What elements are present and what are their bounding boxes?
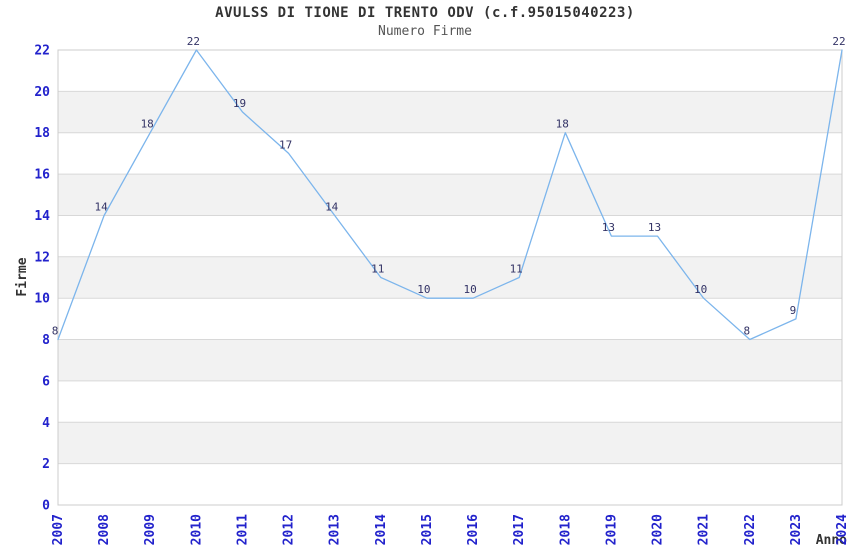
- data-label: 14: [325, 201, 339, 214]
- plot-band: [58, 339, 842, 381]
- plot-band: [58, 256, 842, 299]
- data-label: 18: [141, 118, 154, 131]
- y-tick-label: 18: [34, 126, 50, 141]
- x-tick-label: 2017: [512, 514, 527, 545]
- y-tick-label: 14: [34, 209, 50, 224]
- x-tick-label: 2016: [466, 514, 481, 545]
- x-tick-label: 2015: [420, 514, 435, 545]
- data-label: 8: [743, 325, 750, 338]
- data-label: 8: [52, 325, 59, 338]
- x-tick-label: 2021: [697, 514, 712, 545]
- x-tick-label: 2024: [835, 514, 850, 545]
- plot-band: [58, 174, 842, 216]
- x-tick-label: 2007: [51, 514, 66, 545]
- plot-bands: [58, 91, 842, 464]
- x-tick-label: 2014: [374, 514, 389, 545]
- x-tick-label: 2018: [558, 514, 573, 545]
- series-line: [57, 49, 843, 341]
- data-label: 14: [94, 201, 108, 214]
- data-label: 22: [832, 35, 845, 48]
- y-tick-label: 16: [34, 168, 50, 183]
- y-tick-label: 12: [34, 250, 50, 265]
- x-tick-label: 2023: [789, 514, 804, 545]
- grid-lines: [58, 49, 842, 506]
- plot-border: [57, 49, 843, 506]
- x-tick-label: 2008: [97, 514, 112, 545]
- data-label: 10: [417, 283, 430, 296]
- y-tick-label: 10: [34, 292, 50, 307]
- data-labels: 8 14 18 22 19 17 14 11 10 10 11 18 13 13 10 8 9 22: [52, 35, 846, 338]
- plot-band: [58, 91, 842, 133]
- x-tick-label: 2020: [651, 514, 666, 545]
- x-axis-title: Anno: [816, 533, 847, 548]
- data-label: 18: [556, 118, 569, 131]
- y-tick-label: 4: [42, 416, 50, 431]
- x-tick-label: 2022: [743, 514, 758, 545]
- data-label: 10: [694, 283, 707, 296]
- x-tick-label: 2010: [189, 514, 204, 545]
- y-tick-labels: 0 2 4 6 8 10 12 14 16 18 20 22: [34, 44, 50, 514]
- plot-band: [58, 422, 842, 464]
- y-tick-label: 8: [42, 333, 50, 348]
- data-label: 13: [602, 221, 615, 234]
- chart-title: AVULSS DI TIONE DI TRENTO ODV (c.f.95015…: [215, 5, 635, 21]
- x-tick-label: 2011: [236, 514, 251, 545]
- y-axis-title: Firme: [15, 257, 30, 296]
- data-label: 10: [463, 283, 476, 296]
- y-tick-label: 22: [34, 44, 50, 59]
- data-label: 19: [233, 97, 246, 110]
- data-label: 22: [187, 35, 200, 48]
- data-label: 9: [790, 304, 797, 317]
- data-label: 11: [371, 263, 384, 276]
- x-tick-label: 2012: [282, 514, 297, 545]
- data-label: 13: [648, 221, 661, 234]
- y-tick-label: 6: [42, 374, 50, 389]
- x-tick-label: 2009: [143, 514, 158, 545]
- y-tick-label: 2: [42, 457, 50, 472]
- y-tick-label: 20: [34, 85, 50, 100]
- x-tick-label: 2013: [328, 514, 343, 545]
- data-label: 17: [279, 138, 292, 151]
- x-tick-labels: 2007 2008 2009 2010 2011 2012 2013 2014 2015 2016…: [51, 514, 850, 545]
- chart-subtitle: Numero Firme: [378, 24, 472, 39]
- data-label: 11: [510, 263, 523, 276]
- y-tick-label: 0: [42, 499, 50, 514]
- x-tick-label: 2019: [604, 514, 619, 545]
